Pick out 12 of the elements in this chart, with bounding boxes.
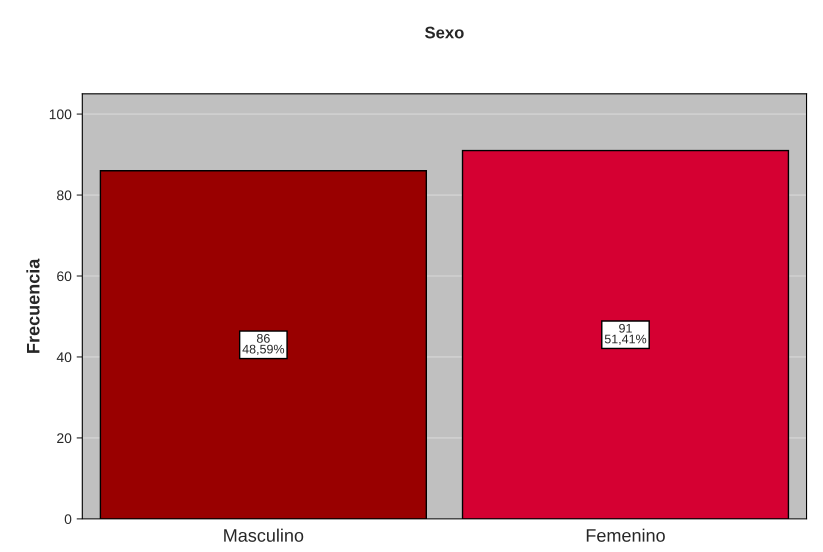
y-tick-label: 20 [57, 433, 72, 444]
y-axis-title: Frecuencia [26, 258, 40, 353]
data-label: 86 48,59% [242, 334, 284, 356]
y-tick-label: 100 [50, 109, 72, 120]
y-tick-label: 0 [64, 514, 72, 524]
y-tick-label: 60 [57, 271, 72, 282]
y-tick-label: 40 [56, 352, 72, 362]
chart-title: Sexo [424, 26, 464, 38]
x-tick-label: Femenino [586, 528, 665, 542]
y-tick-label: 80 [57, 190, 72, 200]
data-label: 91 51,41% [604, 324, 646, 345]
x-tick-label: Masculino [224, 528, 304, 542]
